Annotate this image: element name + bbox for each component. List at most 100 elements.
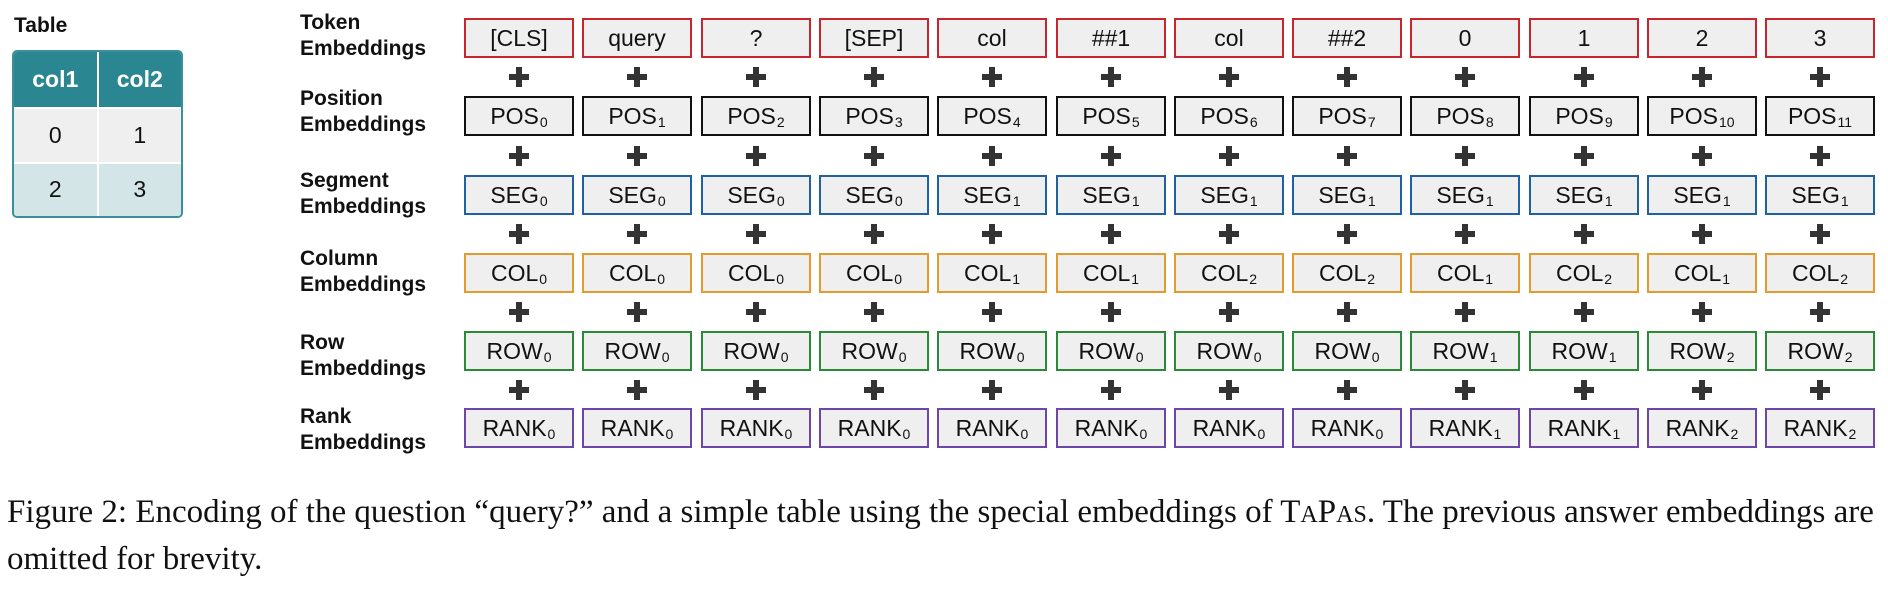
embedding-text: SEG	[1082, 181, 1131, 208]
embedding-text: RANK	[719, 414, 784, 441]
embedding-text: POS	[1787, 102, 1837, 129]
embedding-text: COL	[1318, 259, 1367, 286]
segment-embedding-box: SEG 1	[1292, 175, 1402, 215]
segment-embedding-box: SEG 1	[1174, 175, 1284, 215]
position-embedding-box: POS 1	[582, 96, 692, 136]
embedding-text: SEG	[727, 181, 776, 208]
embedding-index: 2	[1844, 349, 1853, 365]
table-cell: 3	[98, 163, 181, 216]
segment-embedding-box: SEG 0	[464, 175, 574, 215]
column-embedding-box: COL 1	[1056, 253, 1166, 293]
label-line: Embeddings	[300, 37, 427, 60]
plus-icon	[1455, 380, 1475, 400]
row-embedding-box: ROW 0	[819, 331, 929, 371]
label-line: Embeddings	[300, 113, 427, 136]
embedding-text: SEG	[608, 181, 657, 208]
label-line: Embeddings	[300, 431, 427, 454]
plus-icon	[1455, 302, 1475, 322]
plus-icon	[1692, 146, 1712, 166]
rank-embedding-box: RANK 0	[819, 408, 929, 448]
embedding-text: COL	[1673, 259, 1722, 286]
embedding-index: 0	[776, 271, 785, 287]
token-embedding-box: query	[582, 18, 692, 58]
token-embedding-box: 1	[1529, 18, 1639, 58]
plus-icon	[1101, 67, 1121, 87]
label-line: Token	[300, 11, 361, 34]
plus-icon	[982, 302, 1002, 322]
rank-embedding-box: RANK 0	[937, 408, 1047, 448]
embedding-index: 1	[1249, 193, 1258, 209]
position-embedding-box: POS 8	[1410, 96, 1520, 136]
plus-icon	[509, 146, 529, 166]
embedding-text: ROW	[1196, 337, 1253, 364]
plus-icon	[746, 224, 766, 244]
embedding-index: 0	[902, 426, 911, 442]
model-name-a: A	[1300, 502, 1318, 528]
plus-icon	[1692, 380, 1712, 400]
embedding-text: RANK	[1547, 414, 1612, 441]
plus-icon	[1574, 224, 1594, 244]
embedding-text: [SEP]	[844, 24, 904, 51]
embedding-index: 2	[1848, 426, 1857, 442]
embedding-index: 0	[1375, 426, 1384, 442]
embedding-text: POS	[963, 102, 1012, 129]
embedding-index: 4	[1012, 114, 1021, 130]
plus-icon	[1692, 224, 1712, 244]
rank-embedding-box: RANK 0	[1292, 408, 1402, 448]
embedding-index: 1	[1608, 349, 1617, 365]
embedding-text: RANK	[1192, 414, 1257, 441]
token-embedding-box: 0	[1410, 18, 1520, 58]
row-embedding-box: ROW 2	[1765, 331, 1875, 371]
embedding-index: 1	[1604, 193, 1613, 209]
table-header-col2: col2	[98, 52, 181, 107]
embedding-text: ROW	[723, 337, 780, 364]
embedding-index: 0	[657, 271, 666, 287]
embedding-index: 1	[1840, 193, 1849, 209]
position-embedding-box: POS 0	[464, 96, 574, 136]
table-cell: 1	[98, 109, 181, 162]
table-cell: 2	[14, 163, 97, 216]
embedding-text: POS	[845, 102, 894, 129]
token-embedding-box: ##2	[1292, 18, 1402, 58]
plus-icon	[1337, 67, 1357, 87]
model-name-t: T	[1280, 494, 1301, 530]
segment-embedding-box: SEG 1	[1529, 175, 1639, 215]
column-embedding-box: COL 0	[701, 253, 811, 293]
column-embedding-box: COL 1	[937, 253, 1047, 293]
embedding-index: 2	[1840, 271, 1849, 287]
plus-icon	[627, 146, 647, 166]
position-embedding-box: POS 2	[701, 96, 811, 136]
embedding-text: POS	[490, 102, 539, 129]
table-cell: 0	[14, 109, 97, 162]
segment-embeddings-label: Segment Embeddings	[300, 168, 426, 220]
embedding-text: SEG	[1318, 181, 1367, 208]
column-embedding-box: COL 2	[1529, 253, 1639, 293]
position-embedding-box: POS 11	[1765, 96, 1875, 136]
segment-embedding-box: SEG 1	[1647, 175, 1757, 215]
embedding-index: 0	[665, 426, 674, 442]
plus-icon	[1810, 224, 1830, 244]
plus-icon	[1574, 67, 1594, 87]
embedding-text: SEG	[1200, 181, 1249, 208]
row-embedding-box: ROW 0	[1056, 331, 1166, 371]
plus-icon	[1810, 380, 1830, 400]
segment-embedding-box: SEG 0	[582, 175, 692, 215]
plus-icon	[627, 224, 647, 244]
label-line: Rank	[300, 405, 352, 428]
embedding-text: COL	[1555, 259, 1604, 286]
embedding-index: 0	[539, 193, 548, 209]
plus-icon	[746, 146, 766, 166]
plus-icon	[982, 67, 1002, 87]
row-embedding-box: ROW 0	[582, 331, 692, 371]
token-embedding-box: 3	[1765, 18, 1875, 58]
embedding-index: 0	[894, 193, 903, 209]
plus-icon	[746, 380, 766, 400]
embedding-index: 1	[657, 114, 666, 130]
embedding-text: SEG	[1673, 181, 1722, 208]
rank-embedding-box: RANK 1	[1410, 408, 1520, 448]
embedding-index: 10	[1719, 114, 1735, 130]
label-line: Position	[300, 87, 383, 110]
position-embedding-box: POS 3	[819, 96, 929, 136]
segment-embedding-box: SEG 1	[937, 175, 1047, 215]
embedding-text: RANK	[837, 414, 902, 441]
